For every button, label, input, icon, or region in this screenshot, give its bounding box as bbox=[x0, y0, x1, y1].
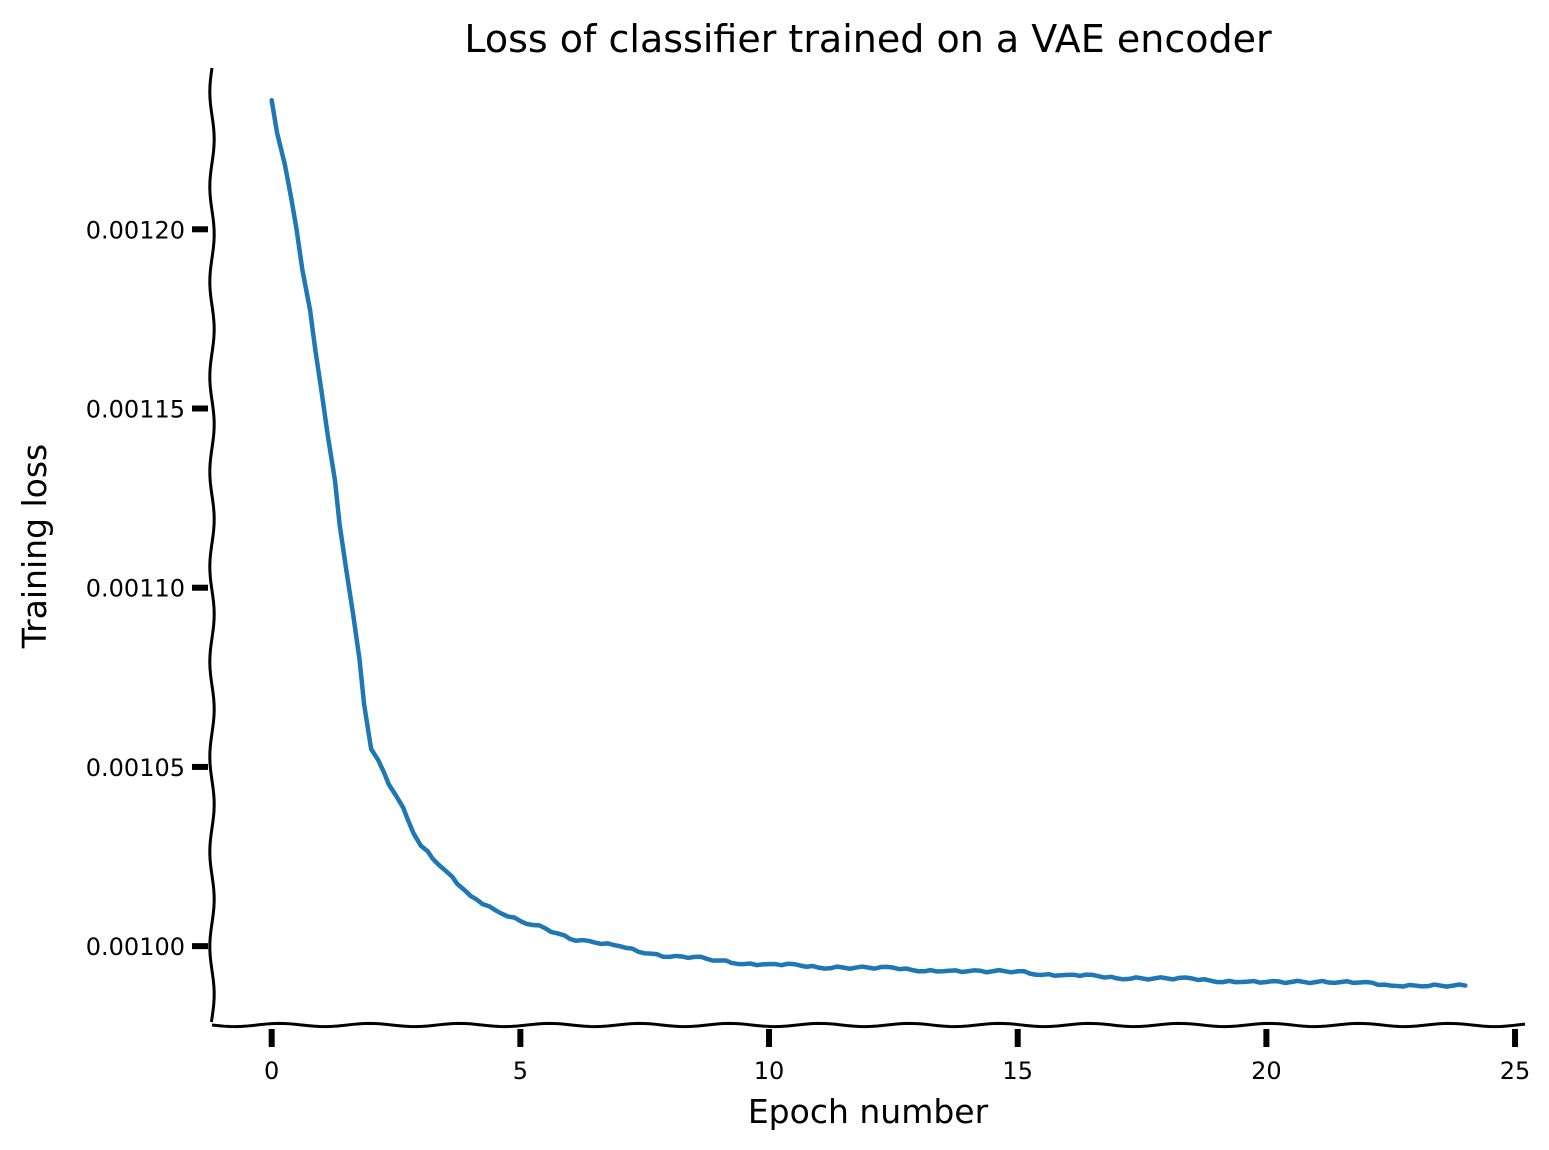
x-tick-label: 20 bbox=[1251, 1057, 1282, 1085]
chart-title: Loss of classifier trained on a VAE enco… bbox=[464, 17, 1272, 61]
y-axis-label: Training loss bbox=[15, 444, 54, 649]
y-ticks: 0.00100 0.00105 0.00110 0.00115 0.00120 bbox=[86, 216, 208, 961]
y-axis bbox=[208, 67, 216, 1023]
y-tick-label: 0.00115 bbox=[86, 396, 185, 424]
series-group bbox=[269, 98, 1468, 989]
x-tick-label: 15 bbox=[1002, 1057, 1033, 1085]
x-axis-label: Epoch number bbox=[748, 1092, 989, 1131]
x-axis-line bbox=[211, 1021, 1526, 1029]
y-tick-label: 0.00120 bbox=[86, 216, 185, 244]
series-line-0 bbox=[269, 98, 1468, 989]
y-tick-label: 0.00100 bbox=[86, 933, 185, 961]
x-tick-label: 5 bbox=[513, 1057, 528, 1085]
y-axis-line bbox=[208, 67, 216, 1023]
y-tick-label: 0.00105 bbox=[86, 754, 185, 782]
x-tick-label: 25 bbox=[1500, 1057, 1531, 1085]
x-ticks: 0 5 10 15 20 25 bbox=[264, 1029, 1530, 1085]
y-tick-label: 0.00110 bbox=[86, 575, 185, 603]
x-axis bbox=[211, 1021, 1526, 1029]
x-tick-label: 0 bbox=[264, 1057, 279, 1085]
x-tick-label: 10 bbox=[754, 1057, 785, 1085]
